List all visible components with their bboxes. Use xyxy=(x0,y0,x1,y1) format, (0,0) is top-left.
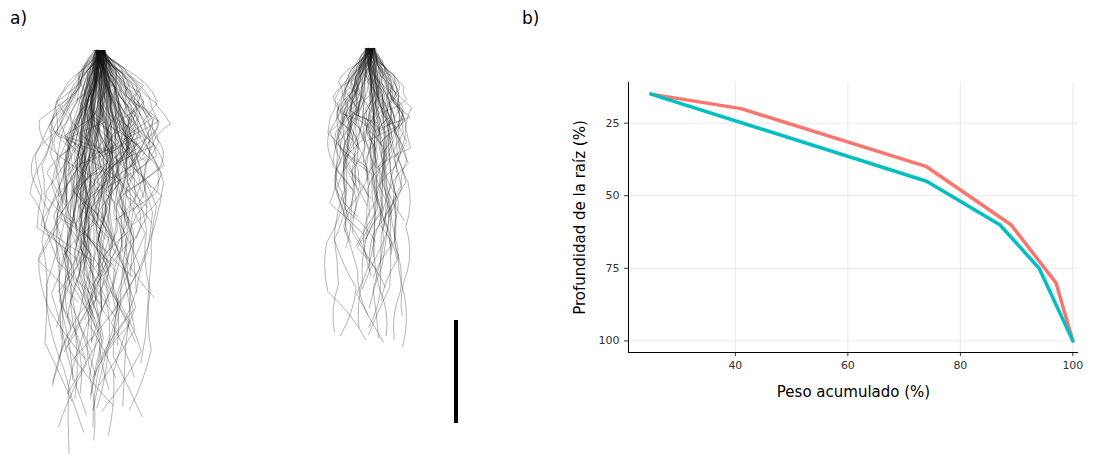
svg-text:80: 80 xyxy=(953,359,967,372)
svg-text:75: 75 xyxy=(606,262,620,275)
svg-text:Profundidad de la raíz (%): Profundidad de la raíz (%) xyxy=(571,120,589,315)
svg-text:100: 100 xyxy=(1062,359,1083,372)
html-text:b): b) xyxy=(522,8,540,28)
svg-text:60: 60 xyxy=(841,359,855,372)
html-text:a): a) xyxy=(10,8,28,28)
svg-text:Peso acumulado (%): Peso acumulado (%) xyxy=(777,383,930,401)
svg-text:50: 50 xyxy=(606,189,620,202)
svg-text:100: 100 xyxy=(599,334,620,347)
svg-text:40: 40 xyxy=(728,359,742,372)
svg-text:25: 25 xyxy=(606,117,620,130)
